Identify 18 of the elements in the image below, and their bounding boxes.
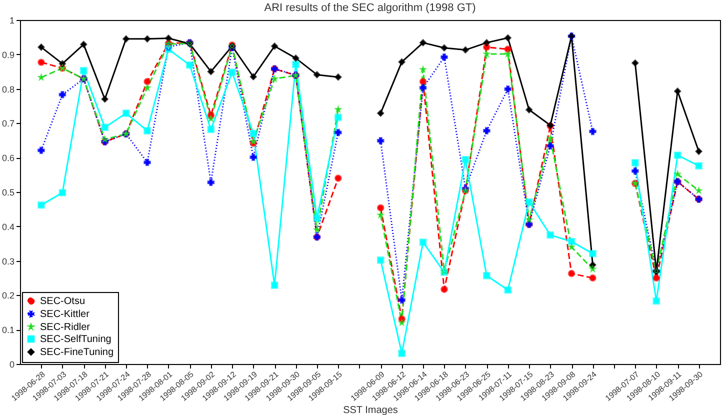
y-tick-label: 0 — [9, 360, 14, 370]
y-tick-label: 1 — [9, 16, 14, 26]
legend-label: SEC-SelfTuning — [40, 334, 112, 345]
y-tick-label: 0.6 — [2, 153, 14, 164]
legend-label: SEC-FineTuning — [40, 347, 114, 358]
y-tick-label: 0.5 — [2, 188, 14, 198]
y-tick-label: 0.1 — [2, 325, 14, 336]
y-tick-label: 0.2 — [2, 290, 14, 301]
y-tick-label: 0.3 — [2, 256, 14, 266]
chart-title: ARI results of the SEC algorithm (1998 GT) — [264, 2, 476, 14]
y-tick-label: 0.8 — [2, 84, 14, 94]
y-tick-label: 0.9 — [2, 50, 14, 60]
legend-label: SEC-Kittler — [40, 309, 90, 320]
legend-label: SEC-Ridler — [40, 322, 91, 333]
legend-label: SEC-Otsu — [40, 296, 86, 307]
x-axis-title: SST Images — [343, 404, 398, 415]
y-tick-label: 0.4 — [2, 222, 14, 232]
y-tick-label: 0.7 — [2, 118, 14, 129]
